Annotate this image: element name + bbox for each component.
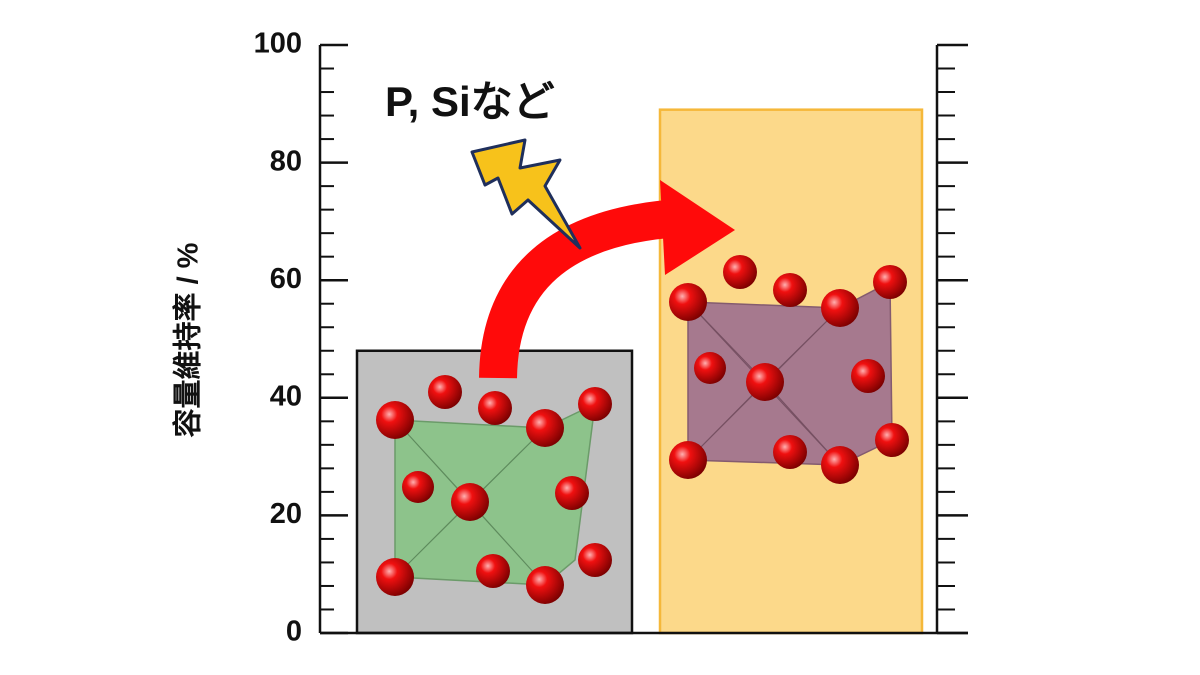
atom: [694, 352, 726, 384]
y-tick-label: 100: [254, 28, 302, 60]
atom: [376, 558, 414, 596]
lightning-icon: [470, 138, 582, 250]
atom: [578, 543, 612, 577]
atom: [478, 391, 512, 425]
atom: [402, 471, 434, 503]
atom: [875, 423, 909, 457]
atoms: [376, 255, 909, 604]
atom: [873, 265, 907, 299]
atom: [669, 441, 707, 479]
atom: [428, 375, 462, 409]
atom: [773, 435, 807, 469]
annotation: P, Siなど: [385, 78, 555, 125]
y-tick-label: 0: [286, 616, 302, 648]
atom: [526, 566, 564, 604]
y-tick-label: 20: [270, 498, 302, 530]
arrow-body: [479, 199, 682, 379]
y-tick-label: 80: [270, 145, 302, 177]
atom: [773, 273, 807, 307]
y-tick-label: 60: [270, 263, 302, 295]
atom: [746, 363, 784, 401]
atom: [821, 289, 859, 327]
atom: [451, 483, 489, 521]
atom: [669, 283, 707, 321]
atom: [526, 409, 564, 447]
atom: [851, 359, 885, 393]
y-axis-label: 容量維持率 / %: [171, 242, 205, 437]
arrow-head: [660, 180, 735, 275]
atom: [578, 387, 612, 421]
atom: [476, 554, 510, 588]
atom: [723, 255, 757, 289]
atom: [821, 446, 859, 484]
atom: [555, 476, 589, 510]
atom: [376, 401, 414, 439]
y-tick-label: 40: [270, 380, 302, 412]
